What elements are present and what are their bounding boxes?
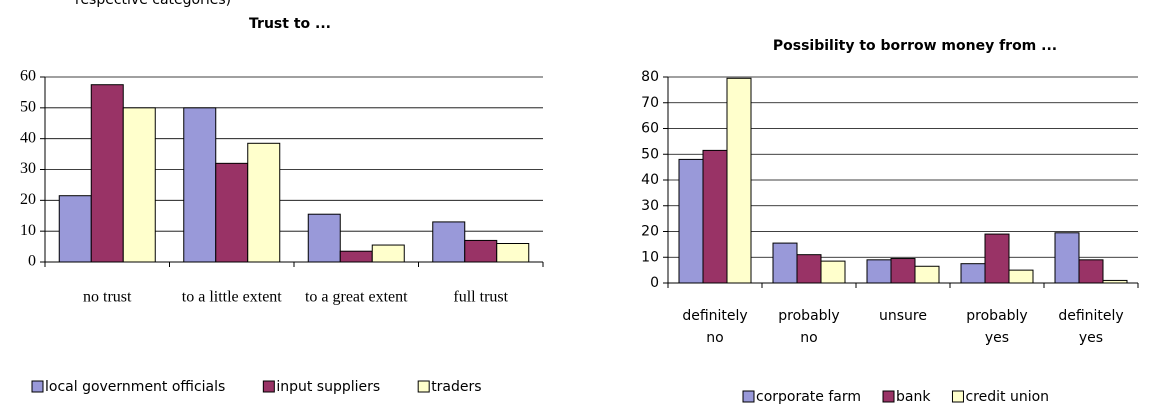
y-tick-label: 20	[641, 224, 659, 240]
y-tick-label: 40	[641, 172, 659, 188]
x-tick-label: unsure	[879, 308, 927, 324]
bar	[215, 162, 249, 263]
legend-swatch	[31, 380, 44, 393]
x-tick-label-line: definitely	[682, 308, 747, 324]
bar	[183, 107, 217, 263]
bar	[984, 233, 1010, 284]
x-tick-label: definitely no	[682, 308, 747, 346]
legend-swatch	[262, 380, 275, 393]
y-tick-label: 10	[20, 222, 36, 239]
x-tick-label-line: definitely	[1058, 308, 1123, 324]
y-tick-label: 60	[20, 68, 36, 85]
bar	[90, 84, 124, 263]
bar	[307, 213, 341, 263]
y-tick-label: 50	[641, 146, 659, 162]
legend-label: input suppliers	[276, 379, 380, 395]
x-tick-label: definitely yes	[1058, 308, 1123, 346]
legend-swatch	[882, 390, 895, 403]
legend-label: local government officials	[45, 379, 225, 395]
legend-swatch	[417, 380, 430, 393]
bar	[1054, 232, 1080, 284]
bar	[58, 195, 92, 263]
y-tick-label: 40	[20, 129, 36, 146]
chart-title: Possibility to borrow money from ...	[773, 38, 1057, 54]
bar	[1078, 259, 1104, 284]
y-tick-label: 70	[641, 95, 659, 111]
bar	[890, 258, 916, 284]
x-tick-label: probably no	[778, 308, 839, 346]
bar	[1008, 269, 1034, 284]
y-tick-label: 60	[641, 121, 659, 137]
y-tick-label: 30	[20, 160, 36, 177]
x-tick-label-line: no	[706, 330, 723, 346]
x-tick-label-line: yes	[985, 330, 1009, 346]
bar	[464, 239, 498, 263]
note: respective categories)	[75, 0, 231, 8]
y-tick-label: 50	[20, 99, 36, 116]
legend-label: bank	[896, 389, 931, 405]
bar	[339, 250, 373, 263]
legend-label: traders	[431, 379, 481, 395]
bar	[496, 243, 530, 263]
y-tick-label: 0	[28, 253, 36, 270]
x-tick-label-line: no	[800, 330, 817, 346]
bar	[432, 221, 466, 263]
y-tick-label: 20	[20, 191, 36, 208]
x-tick-label-line: probably	[966, 308, 1027, 324]
x-tick-label: to a little extent	[182, 289, 283, 306]
legend-swatch	[742, 390, 755, 403]
x-tick-label-line: yes	[1079, 330, 1103, 346]
legend-label: corporate farm	[756, 389, 861, 405]
legend-swatch	[951, 390, 964, 403]
x-tick-label-line: probably	[778, 308, 839, 324]
y-tick-label: 0	[650, 275, 659, 291]
legend-label: credit union	[965, 389, 1049, 405]
x-tick-label: to a great extent	[305, 289, 408, 306]
x-tick-label: full trust	[453, 289, 508, 306]
y-tick-label: 10	[641, 249, 659, 265]
bar	[960, 263, 986, 284]
x-tick-label: no trust	[83, 289, 132, 306]
chart-title: Trust to ...	[249, 16, 331, 32]
x-tick-label: probably yes	[966, 308, 1027, 346]
bar	[371, 244, 405, 263]
y-tick-label: 30	[641, 198, 659, 214]
bar	[247, 142, 281, 263]
bar	[702, 149, 728, 284]
bar	[914, 265, 940, 284]
bar	[772, 242, 798, 284]
bar	[678, 158, 704, 284]
y-tick-label: 80	[641, 69, 659, 85]
bar	[122, 107, 156, 263]
bar	[866, 259, 892, 284]
bar	[796, 254, 822, 284]
bar	[726, 77, 752, 284]
bar	[820, 260, 846, 284]
